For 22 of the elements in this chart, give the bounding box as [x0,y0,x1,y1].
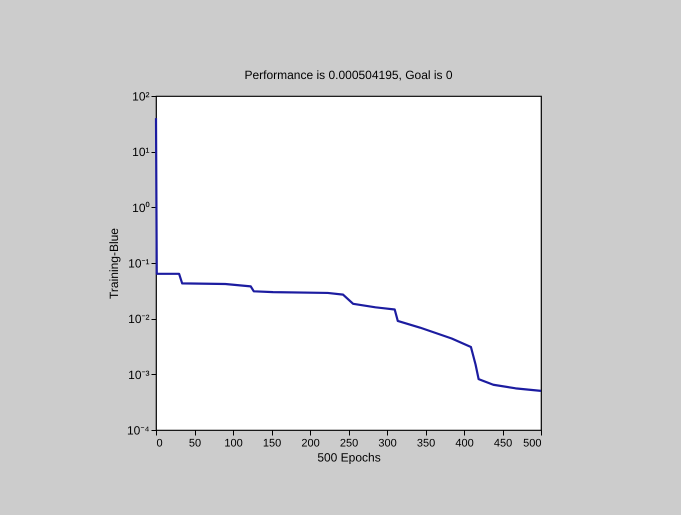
x-tick-label: 300 [378,438,397,450]
x-tick-label: 200 [301,438,320,450]
x-tick-label: 100 [224,438,243,450]
x-tick-label: 50 [188,438,202,450]
x-tick-label: 500 [523,438,542,450]
x-tick-label: 350 [416,438,436,450]
y-tick-label: 10⁻² [128,312,150,326]
x-tick-label: 400 [455,438,474,450]
line-series [154,117,542,392]
x-tick-label: 0 [156,438,163,450]
x-tick-label: 150 [262,438,282,450]
x-tick-label: 450 [494,438,512,450]
y-tick-label: 10² [132,90,150,104]
y-tick-label: 10¹ [132,145,150,160]
x-tick-label: 250 [340,438,358,450]
chart-title: Performance is 0.000504195, Goal is 0 [244,68,453,82]
y-tick-label: 10⁻⁴ [126,424,150,438]
y-tick-label: 10⁻¹ [128,256,150,270]
x-axis-title: 500 Epochs [317,450,381,464]
y-tick-label: 10⁰ [132,200,150,215]
y-tick-label: 10⁻³ [128,368,150,382]
y-axis-title: Training-Blue [106,228,121,299]
